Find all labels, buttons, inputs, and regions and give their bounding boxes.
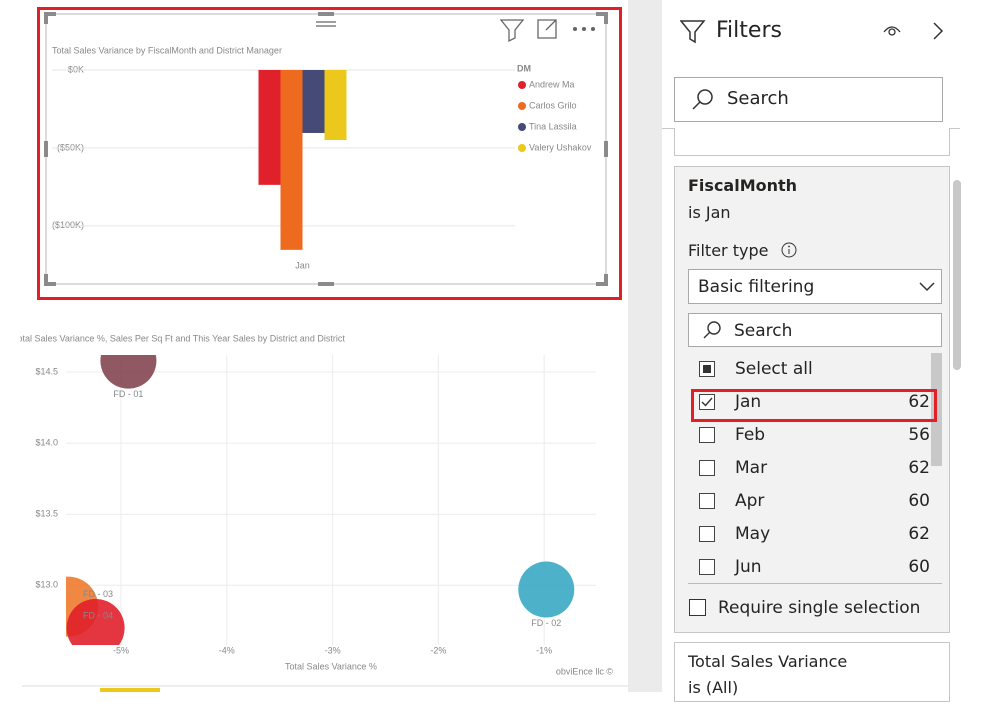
bubble <box>100 355 157 389</box>
legend-marker <box>518 123 526 131</box>
bar <box>324 70 347 140</box>
x-tick-label: -1% <box>536 645 552 655</box>
bar <box>302 70 325 133</box>
filter-type-value: Basic filtering <box>698 277 815 297</box>
filter-summary: is (All) <box>688 678 739 697</box>
filter-type-label: Filter type <box>688 241 769 260</box>
resize-handles <box>44 12 608 286</box>
value-count: 56 <box>908 425 930 445</box>
card-search[interactable]: Search <box>688 313 942 347</box>
value-row[interactable]: Mar 62 <box>688 452 942 485</box>
x-axis-label: Total Sales Variance % <box>285 661 377 671</box>
y-tick-label: $14.0 <box>35 438 58 448</box>
filter-summary: is Jan <box>688 203 731 222</box>
next-filter-card: Total Sales Variance is (All) <box>674 642 950 702</box>
value-row[interactable]: Jan 62 <box>688 386 942 419</box>
legend-title: DM <box>517 63 531 73</box>
y-tick-label: ($50K) <box>57 142 84 152</box>
plot-area <box>66 355 575 645</box>
require-checkbox[interactable] <box>689 599 706 616</box>
checkbox[interactable] <box>699 361 715 377</box>
info-icon[interactable] <box>781 242 797 258</box>
value-row[interactable]: Jun 60 <box>688 551 942 581</box>
bubble <box>66 598 125 645</box>
value-label: Mar <box>735 458 768 478</box>
filter-type-select[interactable]: Basic filtering <box>688 269 942 304</box>
value-list: Select all Jan 62 Feb 56 Mar 62 Apr 60 May 62 Jun 60 <box>688 353 942 581</box>
list-divider <box>688 583 942 584</box>
legend-label: Andrew Ma <box>529 79 575 89</box>
x-tick-label: -3% <box>325 645 341 655</box>
checkbox[interactable] <box>699 493 715 509</box>
legend-label: Tina Lassila <box>529 121 577 131</box>
y-tick-label: $14.5 <box>35 366 58 376</box>
value-label: Select all <box>735 359 813 379</box>
checkbox[interactable] <box>699 394 715 410</box>
checkbox[interactable] <box>699 526 715 542</box>
value-count: 62 <box>908 524 930 544</box>
field-name: FiscalMonth <box>688 176 798 195</box>
checkbox[interactable] <box>699 559 715 575</box>
value-row[interactable]: May 62 <box>688 518 942 551</box>
bubble-label: FD - 04 <box>83 610 113 620</box>
bubble-label: FD - 02 <box>531 618 561 628</box>
value-count: 62 <box>908 458 930 478</box>
y-tick-label: ($100K) <box>52 220 84 230</box>
x-tick-label: Jan <box>295 260 310 270</box>
value-label: Jun <box>735 557 762 577</box>
chart-title: Total Sales Variance %, Sales Per Sq Ft … <box>13 333 345 343</box>
bubble <box>518 561 575 618</box>
filter-icon <box>680 20 706 44</box>
pane-scrollbar[interactable] <box>953 180 961 370</box>
value-label: Apr <box>735 491 765 511</box>
watermark: obviEnce llc © <box>556 666 614 676</box>
require-single-label: Require single selection <box>718 598 921 618</box>
legend-label: Carlos Grilo <box>529 100 577 110</box>
pane-title: Filters <box>716 18 782 43</box>
filter-card: FiscalMonth is Jan Filter type Basic fil… <box>674 166 950 633</box>
pane-search[interactable]: Search <box>674 77 943 122</box>
visual-border <box>45 13 607 285</box>
search-placeholder: Search <box>734 321 793 341</box>
bubble-label: FD - 01 <box>113 389 143 399</box>
value-count: 62 <box>908 392 930 412</box>
chart-title: Total Sales Variance by FiscalMonth and … <box>52 45 282 55</box>
x-tick-label: -5% <box>113 645 129 655</box>
value-label: Feb <box>735 425 766 445</box>
prev-card <box>674 128 950 156</box>
x-tick-label: -4% <box>219 645 235 655</box>
checkbox[interactable] <box>699 460 715 476</box>
value-row[interactable]: Feb 56 <box>688 419 942 452</box>
visual-header-icons[interactable] <box>316 19 596 43</box>
legend-marker <box>518 102 526 110</box>
report-canvas: Total Sales Variance by FiscalMonth and … <box>13 7 628 692</box>
pane-gap <box>628 0 662 692</box>
value-label: May <box>735 524 771 544</box>
legend-marker <box>518 81 526 89</box>
x-tick-label: -2% <box>430 645 446 655</box>
bar <box>280 70 303 250</box>
value-row[interactable]: Select all <box>688 353 942 386</box>
value-row[interactable]: Apr 60 <box>688 485 942 518</box>
search-placeholder: Search <box>727 88 789 109</box>
value-count: 60 <box>908 557 930 577</box>
y-tick-label: $13.0 <box>35 580 58 590</box>
bar <box>258 70 281 185</box>
y-tick-label: $13.5 <box>35 509 58 519</box>
collapse-icon[interactable] <box>932 22 944 40</box>
bubble-label: FD - 03 <box>83 589 113 599</box>
filters-pane: Filters Search FiscalMonth is Jan Filter… <box>662 0 1005 702</box>
field-name: Total Sales Variance <box>688 652 848 671</box>
selection-highlight <box>37 7 622 300</box>
next-visual-sliver <box>100 688 160 692</box>
value-label: Jan <box>735 392 762 412</box>
legend-marker <box>518 144 526 152</box>
eye-icon[interactable] <box>882 22 902 38</box>
legend-label: Valery Ushakov <box>529 142 592 152</box>
value-count: 60 <box>908 491 930 511</box>
row-highlight <box>691 389 937 422</box>
y-tick-label: $0K <box>68 64 84 74</box>
checkbox[interactable] <box>699 427 715 443</box>
